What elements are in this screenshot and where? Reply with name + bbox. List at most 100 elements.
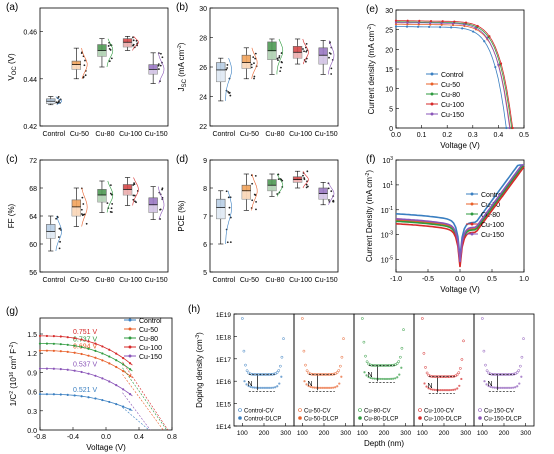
cv-point xyxy=(372,364,375,367)
legend-marker xyxy=(430,82,434,86)
legend-label: Cu-150 xyxy=(441,112,464,119)
x-tick-label: -1.0 xyxy=(390,276,402,283)
cv-point xyxy=(335,371,339,374)
dlcp-point xyxy=(334,386,337,389)
data-point xyxy=(157,64,160,67)
box-lower-half xyxy=(46,231,56,239)
y-tick-label: 0.6 xyxy=(27,390,37,397)
legend-label: Cu-50-DLCP xyxy=(304,417,338,423)
box-lower-half xyxy=(148,204,158,213)
dlcp-point xyxy=(257,386,260,389)
cv-point xyxy=(244,363,247,367)
dlcp-point xyxy=(456,387,459,390)
dlcp-point xyxy=(499,386,502,389)
data-point xyxy=(55,217,58,220)
y-axis-label-exponent: 16 xyxy=(9,371,15,377)
annotation-label: N xyxy=(307,381,312,388)
cv-point xyxy=(342,337,345,340)
box-panel-c: (c) 56 60 64 68 72 FF (%) Control Cu-50 Cu-80 Cu-1… xyxy=(6,154,169,284)
y-axis-label-b: (10 xyxy=(9,377,18,391)
y-axis-label: FF (%) xyxy=(7,203,16,228)
x-tick-label: 0.5 xyxy=(487,276,497,283)
data-point xyxy=(226,67,229,69)
x-tick-label: -0.4 xyxy=(67,434,79,441)
distribution-curve xyxy=(132,177,139,206)
y-tick-label: 26 xyxy=(199,65,207,72)
jv-marker xyxy=(505,126,508,130)
box-lower-half xyxy=(242,62,251,69)
cv-point xyxy=(360,317,364,320)
data-point xyxy=(160,52,162,55)
y-tick-label: 1.2 xyxy=(27,351,37,358)
dlcp-point xyxy=(274,386,277,389)
cv-point xyxy=(300,317,304,320)
dlcp-point xyxy=(338,382,341,385)
dlcp-point xyxy=(259,386,262,389)
data-point xyxy=(57,95,60,98)
y-axis-label-exponent: -2 xyxy=(367,26,373,31)
y-axis-label: Current Density (mA cm-2) xyxy=(365,170,374,262)
dlcp-point xyxy=(501,386,505,389)
y-axis-label-close: ) xyxy=(177,42,186,45)
legend-marker xyxy=(298,408,302,412)
y-tick-label: 1.5 xyxy=(27,332,37,339)
legend-label: Cu-80-DLCP xyxy=(364,417,398,423)
x-category-label: Cu-150 xyxy=(145,131,168,138)
dlcp-point xyxy=(512,386,515,389)
cv-point xyxy=(509,373,513,376)
dlcp-point xyxy=(450,388,453,392)
dlcp-point xyxy=(371,377,374,380)
x-category-label: Control xyxy=(42,131,65,138)
y-tick-label: 10-1 xyxy=(381,206,393,215)
data-point xyxy=(255,200,257,203)
plot-frame xyxy=(39,7,169,127)
distribution-curve xyxy=(328,182,335,205)
dlcp-point xyxy=(483,380,486,383)
distribution-curve xyxy=(225,57,232,101)
cv-point xyxy=(272,372,276,376)
cv-point xyxy=(304,363,307,367)
vbi-label: 0.537 V xyxy=(73,362,97,369)
data-point xyxy=(306,49,308,52)
x-category-label: Control xyxy=(212,277,235,284)
jv-marker xyxy=(511,126,514,130)
x-category-label: Cu-50 xyxy=(70,277,89,284)
y-axis-label-a: 1/C xyxy=(9,394,18,407)
dlcp-point xyxy=(245,383,248,386)
ms-curve xyxy=(40,393,133,411)
dlcp-point xyxy=(367,375,370,379)
data-point xyxy=(108,60,111,63)
dlcp-point xyxy=(303,380,306,383)
distribution-curve xyxy=(225,190,232,245)
cv-point xyxy=(302,349,306,353)
y-axis-label-close: ) xyxy=(367,23,376,26)
data-point xyxy=(85,222,88,225)
data-point xyxy=(302,174,304,177)
y-axis-label: Doping density (cm-3) xyxy=(195,332,204,408)
dlcp-point xyxy=(365,374,368,377)
y-tick-label: 72 xyxy=(29,158,37,165)
data-point xyxy=(302,48,304,50)
data-point xyxy=(132,194,135,197)
panel-label: (f) xyxy=(366,154,375,165)
dlcp-point xyxy=(510,386,513,389)
cv-point xyxy=(368,363,372,367)
cv-point xyxy=(389,364,393,367)
dlcp-point xyxy=(458,384,461,387)
x-tick-label: 300 xyxy=(340,430,351,437)
data-point xyxy=(157,63,160,66)
data-point xyxy=(159,64,162,67)
plot-frame xyxy=(209,7,339,127)
x-category-label: Cu-100 xyxy=(289,277,312,284)
data-point xyxy=(227,90,230,93)
dlcp-point xyxy=(369,376,372,380)
legend-label: Control xyxy=(139,318,162,325)
dlcp-point xyxy=(307,384,310,388)
dlcp-point xyxy=(278,382,281,385)
dlcp-point xyxy=(325,386,329,389)
mott-schottky-panel: (g) -0.8 -0.4 0.0 0.4 0.8 0.0 0.3 0.6 0.9 1.2 1.5 Vo… xyxy=(6,306,177,452)
data-point xyxy=(280,61,283,63)
legend-marker xyxy=(470,192,474,196)
cv-point xyxy=(308,372,312,376)
cv-point xyxy=(457,371,461,375)
